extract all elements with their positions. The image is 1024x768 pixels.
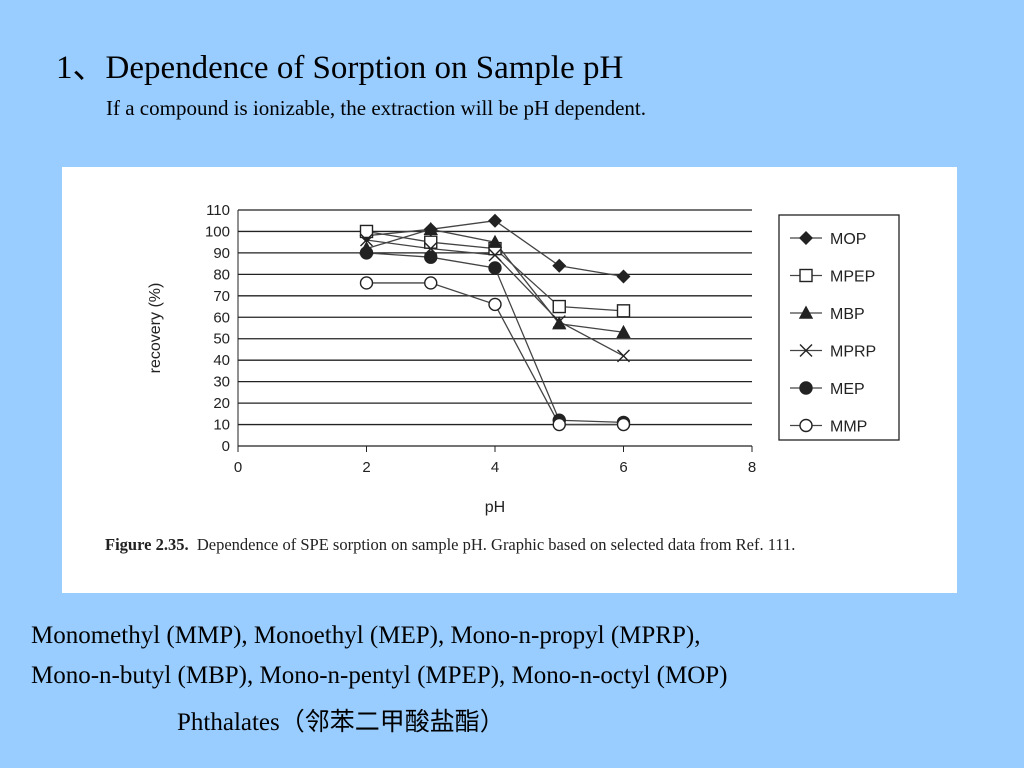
y-tick-label: 50 — [213, 331, 230, 348]
x-tick-label: 0 — [234, 459, 242, 476]
data-point-mprp — [488, 248, 502, 262]
data-point-mmp — [359, 276, 374, 290]
figure-caption: Figure 2.35. Dependence of SPE sorption … — [105, 533, 950, 557]
legend-box — [778, 214, 900, 441]
data-point-mbp — [552, 316, 567, 330]
chart: 0 10 20 30 40 50 60 70 80 90 100 110 0 2 4 6 8 pH recovery… — [147, 202, 900, 516]
caption-label: Figure 2.35. — [105, 535, 189, 554]
legend-label: MMP — [830, 419, 867, 436]
footer-line-1: Monomethyl (MMP), Monoethyl (MEP), Mono-… — [31, 622, 701, 649]
legend-label: MOP — [830, 231, 866, 248]
y-tick-label: 70 — [213, 288, 230, 305]
legend-marker-mpep — [799, 268, 813, 283]
data-point-mpep — [616, 304, 631, 318]
data-point-mprp — [617, 349, 630, 363]
data-point-mpep — [552, 299, 566, 314]
legend-marker-mop — [799, 231, 813, 245]
y-tick-label: 110 — [206, 202, 230, 219]
y-tick-label: 90 — [213, 245, 230, 262]
y-axis-label: recovery (%) — [147, 283, 164, 374]
legend-marker-mprp — [799, 344, 813, 357]
data-point-mep — [359, 246, 374, 260]
data-point-mep — [424, 250, 438, 264]
y-tick-label: 80 — [213, 266, 230, 283]
data-point-mmp — [488, 297, 502, 312]
legend-marker-mmp — [799, 418, 813, 433]
footer-line-3: Phthalates（邻苯二甲酸盐酯） — [177, 709, 505, 736]
legend-label: MBP — [830, 306, 865, 323]
data-point-mop — [488, 213, 502, 228]
data-point-mprp — [552, 315, 566, 329]
data-point-mep — [488, 261, 502, 275]
y-tick-label: 100 — [205, 223, 230, 240]
caption-text: Dependence of SPE sorption on sample pH.… — [196, 535, 796, 554]
y-tick-label: 40 — [213, 352, 230, 369]
legend-marker-mbp — [798, 305, 814, 319]
figure: 0 10 20 30 40 50 60 70 80 90 100 110 0 2 4 6 8 pH recovery… — [62, 167, 957, 593]
data-point-mmp — [552, 417, 566, 432]
footer-line-2: Mono-n-butyl (MBP), Mono-n-pentyl (MPEP)… — [31, 662, 728, 689]
y-tick-label: 0 — [222, 438, 230, 455]
slide-title: 1、Dependence of Sorption on Sample pH — [56, 50, 624, 86]
legend-label: MPRP — [830, 344, 876, 361]
data-point-mop — [616, 269, 631, 284]
legend-marker-mep — [799, 381, 813, 395]
data-point-mmp — [616, 417, 631, 432]
data-point-mprp — [360, 233, 373, 247]
data-point-mbp — [616, 324, 631, 338]
data-point-mop — [552, 258, 567, 273]
data-point-mbp — [423, 221, 438, 236]
legend-label: MEP — [830, 381, 865, 398]
data-point-mpep — [424, 235, 438, 249]
data-point-mpep — [359, 224, 374, 239]
x-axis-label: pH — [485, 499, 505, 516]
data-point-mbp — [487, 234, 503, 248]
x-tick-label: 6 — [619, 459, 627, 476]
y-tick-label: 30 — [213, 374, 230, 391]
x-tick-label: 8 — [748, 459, 756, 476]
legend-label: MPEP — [830, 269, 875, 286]
x-tick-label: 2 — [362, 459, 370, 476]
data-point-mmp — [424, 276, 438, 290]
x-tick-label: 4 — [491, 459, 499, 476]
y-tick-label: 60 — [213, 309, 230, 326]
slide-subtitle: If a compound is ionizable, the extracti… — [106, 96, 647, 120]
y-tick-label: 10 — [213, 417, 230, 434]
y-tick-label: 20 — [213, 395, 230, 412]
series-line-mep — [366, 252, 624, 424]
